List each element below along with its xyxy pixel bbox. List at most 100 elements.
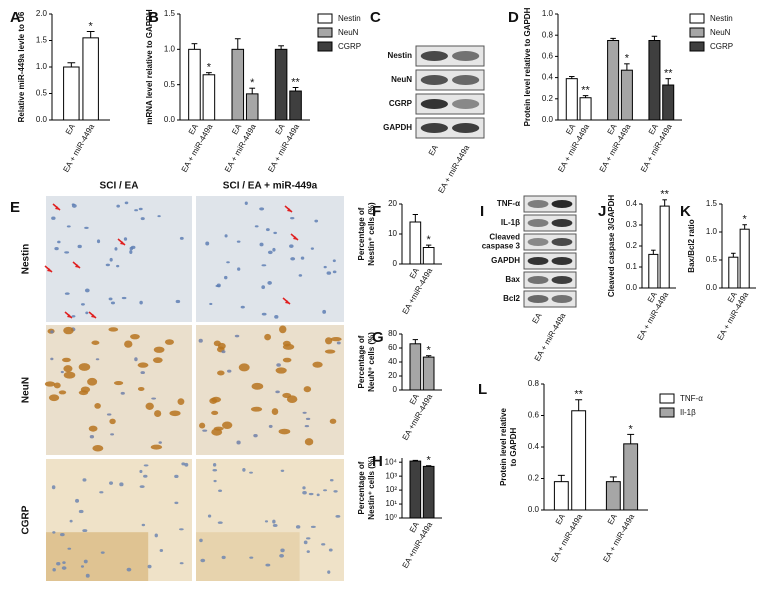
legend-swatch bbox=[689, 27, 705, 38]
cell bbox=[62, 357, 71, 363]
cell bbox=[265, 228, 270, 232]
cell bbox=[212, 463, 217, 467]
cell bbox=[51, 216, 56, 220]
legend-swatch bbox=[317, 41, 333, 52]
cell bbox=[236, 240, 241, 243]
blot-strip bbox=[523, 195, 577, 213]
cell bbox=[310, 525, 316, 529]
cell bbox=[157, 215, 161, 218]
cell bbox=[105, 263, 111, 267]
cell bbox=[137, 362, 149, 368]
cell bbox=[279, 325, 287, 334]
cell bbox=[238, 363, 250, 372]
bar bbox=[605, 481, 621, 511]
y-tick-label: 1.0 bbox=[542, 9, 554, 18]
arrow-head bbox=[293, 236, 298, 240]
y-tick-label: 0.3 bbox=[626, 220, 638, 229]
x-tick-label: EA bbox=[554, 512, 567, 526]
cell bbox=[267, 250, 273, 255]
cell bbox=[80, 303, 85, 306]
cell bbox=[110, 301, 116, 305]
bar bbox=[409, 460, 422, 519]
legend-swatch bbox=[689, 41, 705, 52]
cell bbox=[306, 537, 311, 540]
blot-strip bbox=[415, 117, 485, 139]
column-header: SCI / EA + miR-449a bbox=[223, 181, 318, 192]
cell bbox=[92, 445, 104, 452]
cell bbox=[89, 435, 95, 439]
cell bbox=[181, 462, 186, 466]
cell bbox=[234, 334, 240, 338]
legend-label: CGRP bbox=[338, 42, 361, 51]
blot-band bbox=[452, 99, 480, 109]
cell bbox=[264, 333, 271, 341]
cell bbox=[139, 485, 145, 489]
blot-strip bbox=[523, 290, 577, 308]
cell bbox=[64, 292, 70, 295]
cell bbox=[305, 417, 311, 420]
y-tick-label: 1.5 bbox=[706, 199, 718, 208]
cell bbox=[290, 257, 296, 261]
cell bbox=[184, 462, 189, 467]
arrow-head bbox=[55, 206, 60, 210]
cell bbox=[110, 433, 115, 436]
cell bbox=[60, 533, 65, 537]
cell bbox=[87, 377, 98, 386]
cell bbox=[322, 309, 327, 314]
cell bbox=[123, 237, 128, 241]
y-tick-label: 0.5 bbox=[164, 80, 176, 89]
blot-label: Bcl2 bbox=[503, 294, 520, 303]
y-axis-label: Percentage of bbox=[357, 335, 366, 388]
cell bbox=[64, 251, 70, 254]
cell bbox=[140, 371, 145, 375]
y-axis-label: NeuN⁺ cells (%) bbox=[367, 332, 376, 392]
cell bbox=[249, 556, 254, 559]
cell bbox=[78, 509, 84, 514]
blot-strip bbox=[415, 93, 485, 115]
x-tick-label: EA bbox=[64, 122, 77, 136]
cell bbox=[108, 297, 113, 301]
cell bbox=[130, 333, 140, 340]
blot-band bbox=[527, 295, 549, 303]
cell bbox=[179, 562, 184, 565]
bar bbox=[188, 48, 201, 121]
bar bbox=[245, 93, 259, 121]
y-tick-label: 0.5 bbox=[36, 89, 48, 98]
blot-band bbox=[420, 75, 448, 85]
bar bbox=[648, 253, 659, 289]
cell bbox=[137, 386, 145, 391]
cell bbox=[151, 397, 157, 400]
cell bbox=[62, 561, 66, 564]
cell bbox=[304, 425, 310, 428]
cell bbox=[67, 547, 72, 550]
row-label: CGRP bbox=[21, 505, 32, 534]
cell bbox=[289, 244, 294, 248]
bar bbox=[739, 228, 750, 289]
significance: ** bbox=[664, 68, 673, 80]
cell bbox=[164, 339, 174, 345]
bar bbox=[422, 356, 435, 391]
bar bbox=[422, 465, 435, 519]
blot-band bbox=[551, 295, 573, 303]
cell bbox=[209, 302, 213, 306]
cell bbox=[48, 394, 60, 402]
x-tick-label: EA bbox=[274, 122, 287, 136]
legend-swatch bbox=[689, 13, 705, 24]
y-tick-label: 0.0 bbox=[706, 283, 718, 292]
cell bbox=[158, 441, 162, 444]
cell bbox=[312, 361, 323, 368]
blot-band bbox=[551, 200, 573, 208]
y-tick-label: 0.6 bbox=[542, 52, 554, 61]
cell bbox=[84, 288, 90, 293]
y-tick-label: 1.0 bbox=[36, 62, 48, 71]
legend-label: NeuN bbox=[338, 28, 359, 37]
cell bbox=[177, 398, 185, 406]
cell bbox=[94, 403, 101, 409]
cell bbox=[273, 231, 278, 235]
significance: * bbox=[427, 455, 432, 467]
micrograph bbox=[196, 459, 344, 581]
y-tick-label: 0.0 bbox=[164, 115, 176, 124]
panel-letter: K bbox=[680, 203, 691, 220]
lane-label: EA + miR-449a bbox=[436, 143, 471, 195]
cell bbox=[174, 501, 179, 505]
